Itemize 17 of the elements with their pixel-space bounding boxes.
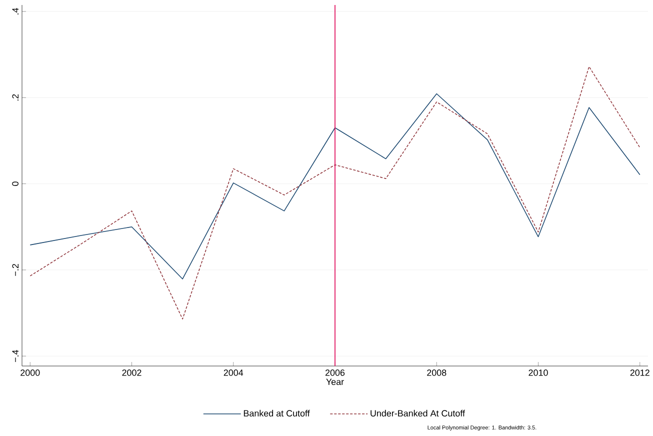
- y-tick-label: .4: [12, 8, 18, 14]
- x-tick-label: 2012: [630, 370, 650, 376]
- y-tick-label: −.4: [12, 350, 18, 362]
- legend-label: Under-Banked At Cutoff: [370, 410, 466, 416]
- y-tick-label: 0: [12, 182, 18, 186]
- x-tick-label: 2010: [528, 370, 548, 376]
- x-tick-label: 2000: [20, 370, 40, 376]
- line-series: [30, 93, 640, 280]
- x-tick-label: 2006: [325, 370, 345, 376]
- x-tick-label: 2002: [122, 370, 142, 376]
- line-series: [30, 66, 640, 320]
- x-tick-label: 2008: [427, 370, 446, 376]
- legend-label: Banked at Cutoff: [244, 410, 310, 416]
- x-tick-label: 2004: [224, 370, 244, 376]
- y-tick-label: −.2: [12, 264, 18, 276]
- y-tick-label: .2: [12, 94, 18, 101]
- x-axis-title: Year: [326, 378, 344, 385]
